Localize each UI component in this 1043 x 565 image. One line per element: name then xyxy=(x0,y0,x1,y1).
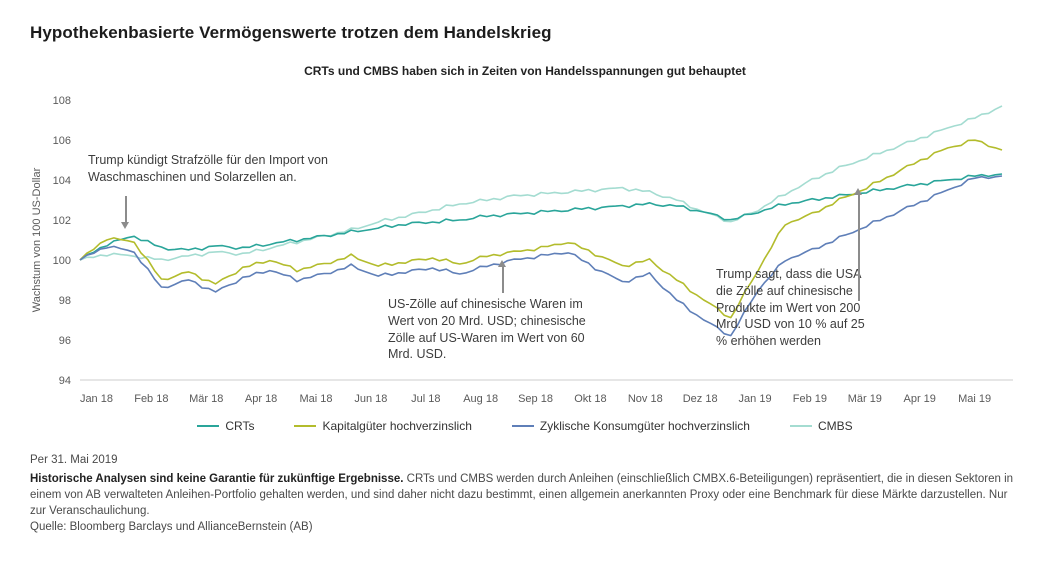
x-axis-tick-label: Mär 18 xyxy=(189,393,223,405)
line-chart: 94 96 98 100 102 104 106 108 Wachstum von 100 US… xyxy=(31,95,1013,405)
y-axis-tick-label: 106 xyxy=(53,135,71,147)
legend-swatch-icon xyxy=(511,424,534,428)
disclaimer-lead: Historische Analysen sind keine Garantie… xyxy=(30,473,404,486)
series-line-crts xyxy=(79,173,1003,261)
y-axis-tick-label: 108 xyxy=(53,95,71,107)
y-axis-tick-label: 94 xyxy=(59,375,71,387)
legend-item-cmbs: CMBS xyxy=(789,419,853,433)
x-axis-tick-label: Mär 19 xyxy=(848,393,882,405)
arrow-head-icon xyxy=(498,260,506,267)
chart-title: CRTs und CMBS haben sich in Zeiten von H… xyxy=(304,64,746,78)
x-axis-tick-label: Nov 18 xyxy=(628,393,663,405)
x-axis-tick-label: Apr 18 xyxy=(245,393,277,405)
x-axis-tick-label: Jun 18 xyxy=(354,393,387,405)
y-axis-tick-label: 98 xyxy=(59,295,71,307)
y-axis-tick-label: 100 xyxy=(53,255,71,267)
annotation-text: US-Zölle auf chinesische Waren im Wert v… xyxy=(388,297,586,362)
x-axis-tick-label: Apr 19 xyxy=(903,393,935,405)
legend-swatch-icon xyxy=(294,424,317,428)
x-axis-tick-label: Jan 18 xyxy=(80,393,113,405)
x-axis-tick-label: Jul 18 xyxy=(411,393,440,405)
annotation-washers-solar: Trump kündigt Strafzölle für den Import … xyxy=(88,152,373,186)
series-line-cmbs xyxy=(79,105,1003,262)
source-note: Quelle: Bloomberg Barclays und AllianceB… xyxy=(30,521,313,534)
legend-item-kapitalg-ter-hochverzinslich: Kapitalgüter hochverzinslich xyxy=(294,419,472,433)
page-title: Hypothekenbasierte Vermögenswerte trotze… xyxy=(30,23,552,43)
chart-legend: CRTs Kapitalgüter hochverzinslich Zyklisch… xyxy=(30,419,1020,433)
arrow-head-icon xyxy=(854,188,862,195)
legend-label: Zyklische Konsumgüter hochverzinslich xyxy=(539,419,750,433)
arrow-shaft xyxy=(125,196,127,225)
y-axis-tick-label: 96 xyxy=(59,335,71,347)
legend-label: CRTs xyxy=(225,419,255,433)
annotation-text: Trump sagt, dass die USA die Zölle auf c… xyxy=(716,267,865,348)
legend-swatch-icon xyxy=(197,424,220,428)
x-axis-tick-label: Dez 18 xyxy=(683,393,718,405)
legend-label: CMBS xyxy=(817,419,853,433)
x-axis-tick-label: Mai 19 xyxy=(958,393,991,405)
x-axis-tick-label: Feb 19 xyxy=(793,393,827,405)
series-line-zyklische-konsumg-ter-hochverzinslich xyxy=(79,175,1003,337)
y-axis-title: Wachstum von 100 US-Dollar xyxy=(31,167,43,312)
legend-label: Kapitalgüter hochverzinslich xyxy=(322,419,472,433)
y-axis-tick-label: 102 xyxy=(53,215,71,227)
legend-swatch-icon xyxy=(789,424,812,428)
x-axis-tick-label: Aug 18 xyxy=(463,393,498,405)
x-axis-tick-label: Okt 18 xyxy=(574,393,606,405)
x-axis-tick-label: Sep 18 xyxy=(518,393,553,405)
annotation-arrow-up xyxy=(498,260,507,294)
x-axis-tick-label: Feb 18 xyxy=(134,393,168,405)
arrow-shaft xyxy=(858,193,860,301)
annotation-tariffs-25pct: Trump sagt, dass die USA die Zölle auf c… xyxy=(716,266,876,350)
footnotes: Per 31. Mai 2019 Historische Analysen si… xyxy=(30,452,1018,535)
x-axis-tick-label: Jan 19 xyxy=(739,393,772,405)
disclaimer: Historische Analysen sind keine Garantie… xyxy=(30,471,1018,519)
annotation-tariffs-20-60: US-Zölle auf chinesische Waren im Wert v… xyxy=(388,296,596,363)
annotation-text: Trump kündigt Strafzölle für den Import … xyxy=(88,153,328,184)
legend-item-crts: CRTs xyxy=(197,419,254,433)
arrow-head-icon xyxy=(121,222,129,229)
as-of-date: Per 31. Mai 2019 xyxy=(30,454,118,466)
legend-item-zyklische-konsumg-ter-hochverzinslich: Zyklische Konsumgüter hochverzinslich xyxy=(511,419,750,433)
arrow-shaft xyxy=(502,265,504,293)
series-line-kapitalg-ter-hochverzinslich xyxy=(79,139,1003,319)
annotation-arrow-down xyxy=(121,196,130,232)
y-axis-tick-label: 104 xyxy=(53,175,71,187)
x-axis-tick-label: Mai 18 xyxy=(299,393,332,405)
disclaimer-body: CRTs und CMBS werden durch Anleihen (ein… xyxy=(30,473,1014,518)
annotation-arrow-up xyxy=(854,188,863,302)
